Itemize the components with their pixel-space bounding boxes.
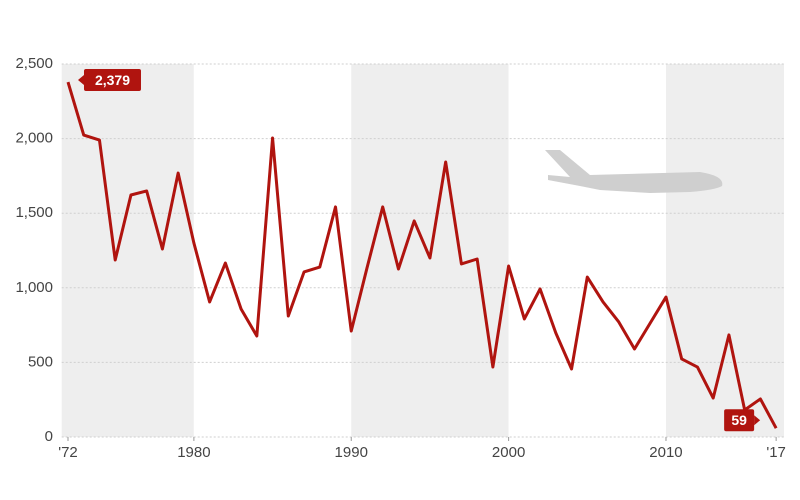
value-label: 2,379 (77, 69, 141, 92)
y-tick-label: 1,000 (15, 279, 53, 296)
x-tick-label: '72 (58, 444, 78, 461)
value-label-pointer (754, 415, 761, 426)
bands (61, 64, 784, 437)
y-tick-label: 1,500 (15, 204, 53, 221)
x-tick-label: 2000 (492, 444, 525, 461)
y-tick-label: 2,500 (15, 55, 53, 72)
x-tick-label: 1990 (335, 444, 368, 461)
y-tick-label: 2,000 (15, 130, 53, 147)
plane-icon (545, 150, 723, 193)
x-tick-label: '17 (766, 444, 786, 461)
line (66, 81, 778, 429)
value-label-box (83, 69, 141, 92)
band (665, 64, 784, 437)
value-label-pointer (77, 75, 84, 86)
value-label-box (724, 409, 755, 432)
y-tick-label: 500 (28, 353, 53, 370)
value-label-text: 59 (731, 412, 747, 428)
band (508, 64, 666, 437)
value-label: 59 (724, 409, 761, 432)
y-tick-label: 0 (45, 428, 53, 445)
band (61, 64, 194, 437)
x-tick-label: 1980 (177, 444, 210, 461)
value-label-text: 2,379 (95, 72, 130, 88)
band (193, 64, 352, 437)
x-tick-label: 2010 (649, 444, 682, 461)
